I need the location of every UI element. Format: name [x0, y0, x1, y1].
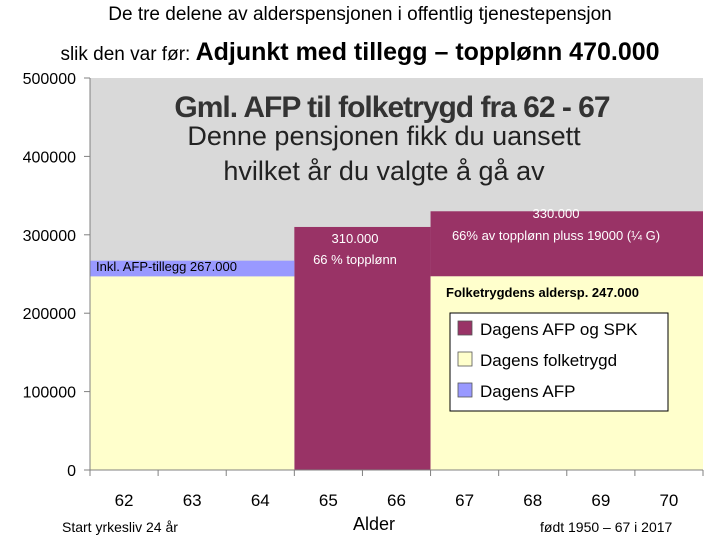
x-tick-label: 64 [251, 491, 270, 510]
bar-dagens-afp-0 [90, 260, 295, 277]
y-tick-label: 200000 [23, 306, 76, 323]
x-tick-label: 65 [319, 491, 338, 510]
x-tick-label: 66 [387, 491, 406, 510]
label-330-desc: 66% av topplønn pluss 19000 (¼ G) [452, 228, 660, 243]
label-afp-tillegg: Inkl. AFP-tillegg 267.000 [96, 259, 237, 274]
legend-swatch [457, 382, 473, 398]
y-tick-label: 500000 [23, 71, 76, 88]
note-left: Start yrkesliv 24 år [62, 519, 178, 535]
legend-swatch [457, 351, 473, 367]
legend-label: Dagens AFP og SPK [480, 320, 638, 339]
x-tick-label: 67 [455, 491, 474, 510]
y-tick-label: 0 [67, 463, 76, 480]
overlay-title-garbled: Gml. AFP til folketrygd fra 62 - 67 [174, 91, 609, 124]
x-axis-label: Alder [353, 514, 396, 534]
bar-dagens-afp-og-spk-0 [294, 226, 431, 470]
legend-box [449, 312, 669, 412]
overlay-title-line1: Denne pensjonen fikk du uansett [187, 121, 581, 151]
page-title-line1: De tre delene av alderspensjonen i offen… [108, 4, 612, 25]
legend-label: Dagens folketrygd [480, 351, 617, 370]
bar-dagens-afp-og-spk-1 [430, 211, 703, 277]
overlay-title-line2: hvilket år du valgte å gå av [223, 156, 545, 186]
page-title-line2: slik den var før: Adjunkt med tillegg – … [0, 38, 720, 67]
note-right: født 1950 – 67 i 2017 [540, 519, 673, 535]
x-tick-label: 62 [115, 491, 134, 510]
x-tick-label: 69 [591, 491, 610, 510]
legend-label: Dagens AFP [480, 382, 575, 401]
label-310-desc: 66 % topplønn [313, 252, 397, 267]
bar-dagens-folketrygd-0 [90, 276, 295, 470]
legend-swatch [457, 320, 473, 336]
label-330-value: 330.000 [533, 206, 580, 221]
x-tick-label: 70 [659, 491, 678, 510]
y-tick-label: 300000 [23, 228, 76, 245]
x-tick-label: 68 [523, 491, 542, 510]
label-folketrygd: Folketrygdens aldersp. 247.000 [446, 285, 639, 300]
y-tick-label: 100000 [23, 385, 76, 402]
title-main: Adjunkt med tillegg – topplønn 470.000 [195, 38, 660, 66]
y-tick-label: 400000 [23, 149, 76, 166]
title-prefix: slik den var før: [60, 44, 191, 65]
label-310-value: 310.000 [332, 231, 379, 246]
x-tick-label: 63 [183, 491, 202, 510]
